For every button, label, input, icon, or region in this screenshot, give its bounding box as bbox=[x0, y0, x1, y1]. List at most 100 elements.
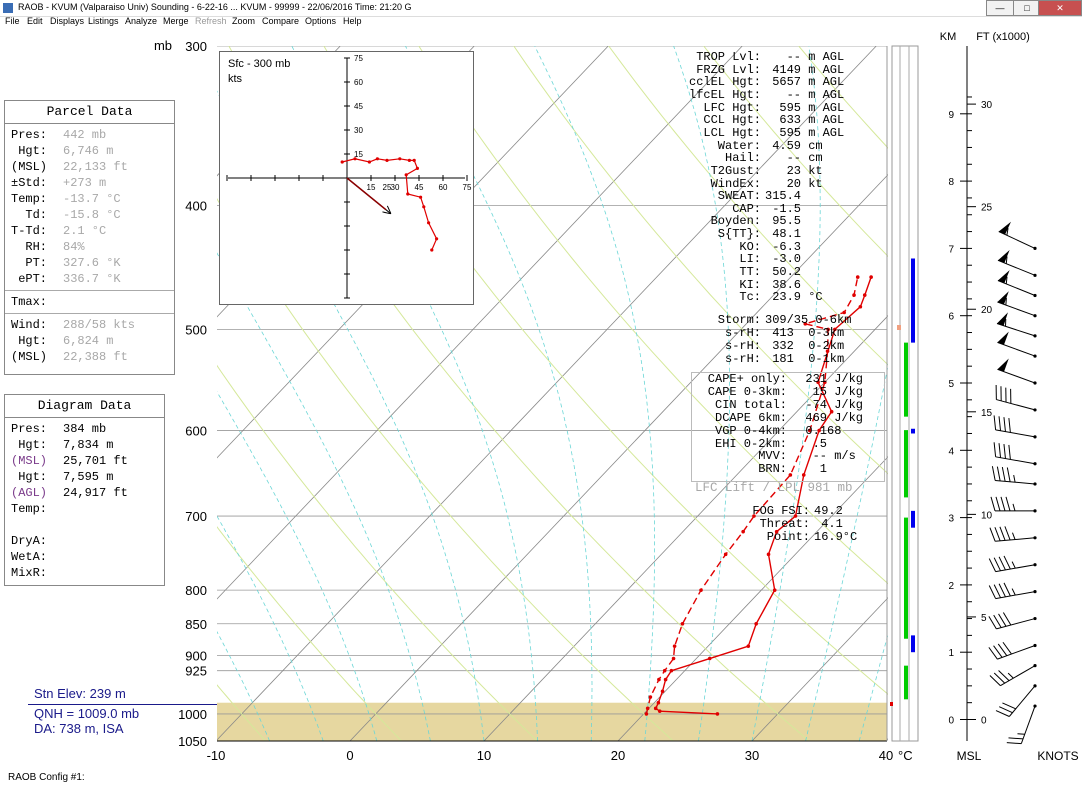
wind-barb-flag bbox=[1003, 444, 1006, 459]
dewpoint-point bbox=[825, 349, 830, 353]
menu-compare[interactable]: Compare bbox=[262, 16, 300, 26]
moisture-bar bbox=[911, 428, 915, 434]
cape-box bbox=[691, 372, 885, 482]
menu-refresh[interactable]: Refresh bbox=[195, 16, 227, 26]
wind-barb-staff bbox=[995, 429, 1036, 438]
menu-help[interactable]: Help bbox=[343, 16, 362, 26]
diagram-row: WetA: bbox=[11, 550, 48, 564]
wind-barb-station bbox=[1033, 482, 1037, 486]
parcel-wind-row: (MSL) 22,388 ft bbox=[11, 350, 128, 364]
hodograph-y-tick-label: 75 bbox=[354, 54, 363, 63]
minimize-button[interactable]: — bbox=[986, 0, 1014, 16]
menu-edit[interactable]: Edit bbox=[27, 16, 43, 26]
cloud-bar bbox=[904, 517, 908, 639]
parcel-wind-row: Wind: 288/58 kts bbox=[11, 318, 136, 332]
hodograph-y-tick-label: 60 bbox=[354, 78, 363, 87]
ft-tick-label: 20 bbox=[981, 305, 993, 316]
wind-barb-staff bbox=[998, 231, 1036, 249]
km-tick-label: 6 bbox=[948, 312, 954, 323]
isotherm-line bbox=[217, 46, 877, 741]
temperature-point bbox=[669, 668, 674, 673]
index-label: KI: bbox=[739, 277, 761, 292]
temperature-axis-unit: °C bbox=[898, 748, 913, 763]
menu-analyze[interactable]: Analyze bbox=[125, 16, 158, 26]
wind-barb-half-flag bbox=[1011, 561, 1016, 569]
hodograph-y-tick-label: 15 bbox=[354, 150, 363, 159]
dewpoint-point bbox=[699, 588, 703, 592]
storm-index-value: 309/35 0-6km bbox=[765, 313, 852, 327]
temperature-point bbox=[663, 677, 668, 682]
wind-barb-staff bbox=[1020, 705, 1036, 744]
storm-index-label: s-rH: bbox=[725, 339, 762, 353]
wind-barb-station bbox=[1033, 704, 1037, 708]
menu-merge[interactable]: Merge bbox=[163, 16, 189, 26]
maximize-button[interactable]: □ bbox=[1013, 0, 1041, 16]
wind-barb-station bbox=[1033, 334, 1037, 338]
wind-barb-station bbox=[1033, 664, 1037, 668]
temperature-point bbox=[774, 529, 779, 534]
wind-barb-flag bbox=[989, 527, 996, 542]
parcel-data-header: Parcel Data bbox=[5, 101, 174, 124]
hodograph-point bbox=[427, 221, 431, 225]
wind-barb-staff bbox=[1000, 665, 1036, 687]
cape-index-value: -- m/s bbox=[791, 449, 856, 464]
wind-barb-half-flag bbox=[1011, 588, 1016, 596]
index-label: Water: bbox=[717, 138, 762, 153]
index-label: T2Gust: bbox=[710, 163, 762, 178]
tmax-label: Tmax: bbox=[11, 295, 48, 309]
pressure-tick-label: 400 bbox=[185, 199, 207, 214]
menu-file[interactable]: File bbox=[5, 16, 20, 26]
dewpoint-point bbox=[741, 529, 745, 534]
close-button[interactable]: ✕ bbox=[1038, 0, 1082, 16]
temperature-tick-label: 30 bbox=[745, 748, 759, 763]
parcel-row: Pres: 442 mb bbox=[11, 128, 107, 142]
status-bar-config: RAOB Config #1: bbox=[8, 772, 85, 783]
window-title: RAOB - KVUM (Valparaiso Univ) Sounding -… bbox=[18, 2, 412, 12]
dewpoint-point bbox=[672, 644, 677, 648]
index-label: CAP: bbox=[732, 201, 761, 216]
temperature-point bbox=[766, 552, 771, 557]
hodograph-point bbox=[385, 158, 389, 162]
menu-zoom[interactable]: Zoom bbox=[232, 16, 256, 26]
fog-index-label: Threat: bbox=[759, 517, 811, 531]
wind-barb-flag bbox=[1006, 742, 1022, 745]
diagram-row: (AGL) 24,917 ft bbox=[11, 486, 128, 500]
dewpoint-point bbox=[644, 712, 649, 716]
wind-barb bbox=[996, 312, 1037, 338]
wind-barb-flag bbox=[1003, 582, 1011, 597]
ft-tick-label: 15 bbox=[981, 408, 993, 419]
hodograph-x-tick-label: 60 bbox=[439, 183, 448, 192]
wind-barb-flag bbox=[993, 442, 997, 457]
cape-index-value: .5 bbox=[791, 436, 828, 451]
menu-listings[interactable]: Listings bbox=[88, 16, 119, 26]
index-label: TROP Lvl: bbox=[696, 50, 761, 64]
menu-displays[interactable]: Displays bbox=[50, 16, 85, 26]
pressure-tick-label: 1050 bbox=[178, 734, 207, 749]
index-value: 4.59 cm bbox=[765, 138, 823, 153]
wind-barb-flag bbox=[990, 496, 996, 512]
dewpoint-point bbox=[842, 310, 846, 315]
wind-barb-staff bbox=[995, 456, 1036, 465]
dewpoint-point bbox=[662, 668, 667, 673]
wind-barb-flag bbox=[988, 585, 997, 599]
index-value: -3.0 bbox=[765, 252, 802, 267]
index-value: 595 m AGL bbox=[765, 125, 845, 140]
wind-barb bbox=[1006, 704, 1037, 745]
diagram-row: Temp: bbox=[11, 502, 48, 516]
storm-motion-shaft bbox=[346, 177, 387, 211]
wind-barb bbox=[995, 385, 1037, 412]
wind-barb-flag bbox=[1008, 417, 1011, 433]
hodograph-point bbox=[398, 157, 402, 161]
temperature-point bbox=[862, 293, 867, 297]
dewpoint-point bbox=[648, 695, 653, 699]
hodograph-x-tick-label: 15 bbox=[367, 183, 376, 192]
storm-index-value: 413 0-3km bbox=[765, 326, 845, 340]
wind-barb-flag bbox=[989, 675, 1001, 687]
hodograph-point bbox=[422, 205, 426, 209]
wind-barb-flag bbox=[998, 556, 1006, 571]
index-value: 23.9 °C bbox=[765, 290, 823, 305]
km-tick-label: 1 bbox=[948, 648, 954, 659]
pressure-axis-unit: mb bbox=[154, 38, 172, 53]
menu-options[interactable]: Options bbox=[305, 16, 337, 26]
